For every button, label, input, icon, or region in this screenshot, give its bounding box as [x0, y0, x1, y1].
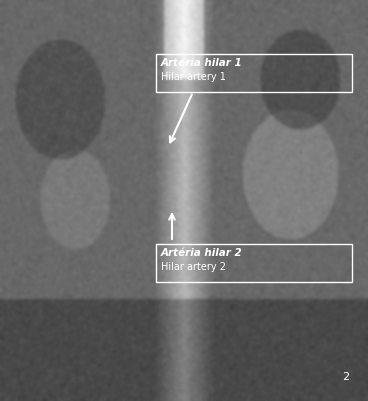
Bar: [156, 244, 352, 282]
Text: Artéria hilar 2: Artéria hilar 2: [161, 247, 243, 257]
Bar: [156, 55, 352, 93]
Text: 2: 2: [342, 371, 349, 381]
Text: Hilar artery 2: Hilar artery 2: [161, 261, 226, 271]
Text: Artéria hilar 1: Artéria hilar 1: [161, 58, 243, 68]
Text: Hilar artery 1: Hilar artery 1: [161, 72, 226, 82]
